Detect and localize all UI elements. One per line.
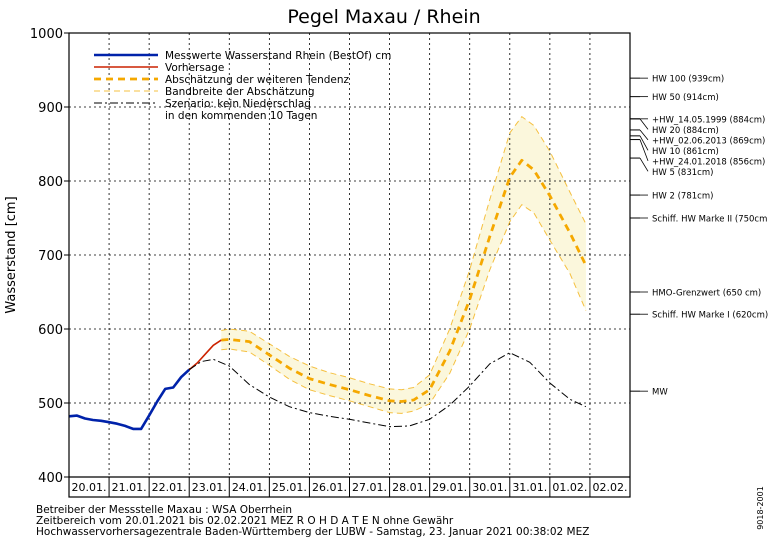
reference-label: Schiff. HW Marke II (750cm) <box>652 215 768 225</box>
y-tick-label: 1000 <box>30 27 63 42</box>
legend-label: in den kommenden 10 Tagen <box>165 110 317 122</box>
series-line-2 <box>221 158 588 403</box>
side-code: 9018-2001 <box>756 486 765 530</box>
legend-label: Bandbreite der Abschätzung <box>165 86 315 98</box>
y-axis-label: Wasserstand [cm] <box>4 196 19 313</box>
x-tick-label: 20.01. <box>72 481 107 494</box>
series-line-1 <box>188 339 222 371</box>
reference-label: HW 5 (831cm) <box>652 168 713 178</box>
series-line-4 <box>221 204 587 414</box>
reference-connector <box>639 139 649 161</box>
reference-label: HW 10 (861cm) <box>652 147 719 157</box>
footer-operator: Betreiber der Messstelle Maxau : WSA Obe… <box>36 504 292 516</box>
x-tick-label: 23.01. <box>192 481 227 494</box>
legend-label: Abschätzung der weiteren Tendenz <box>165 74 350 86</box>
x-tick-label: 31.01. <box>512 481 547 494</box>
y-tick-label: 900 <box>38 101 63 116</box>
reference-label: HW 2 (781cm) <box>652 192 713 202</box>
series-line-0 <box>68 368 191 431</box>
reference-label: Schiff. HW Marke I (620cm) <box>652 311 768 321</box>
legend-label: Vorhersage <box>165 62 224 74</box>
reference-label: MW <box>652 388 668 398</box>
legend-label: Szenario: kein Niederschlag <box>165 98 311 110</box>
legend-label: Messwerte Wasserstand Rhein (BestOf) cm <box>165 50 391 62</box>
reference-label: +HW_24.01.2018 (856cm) <box>652 157 765 167</box>
x-tick-label: 02.02. <box>592 481 627 494</box>
x-tick-label: 30.01. <box>472 481 507 494</box>
reference-connector <box>639 135 649 151</box>
band-fill <box>221 116 586 414</box>
x-tick-label: 01.02. <box>552 481 587 494</box>
x-tick-label: 26.01. <box>312 481 347 494</box>
footer-time-range: Zeitbereich vom 20.01.2021 bis 02.02.202… <box>36 515 454 527</box>
x-tick-label: 22.01. <box>152 481 187 494</box>
reference-label: +HW_02.06.2013 (869cm) <box>652 136 765 146</box>
reference-connector <box>639 118 649 130</box>
x-tick-label: 24.01. <box>232 481 267 494</box>
reference-levels: HW 100 (939cm) HW 50 (914cm) +HW_14.05.199… <box>630 75 768 398</box>
x-tick-label: 27.01. <box>352 481 387 494</box>
reference-label: HW 50 (914cm) <box>652 93 719 103</box>
legend: Messwerte Wasserstand Rhein (BestOf) cmV… <box>94 50 391 122</box>
reference-label: +HW_14.05.1999 (884cm) <box>652 115 765 125</box>
band-layer <box>221 116 586 414</box>
reference-label: HMO-Grenzwert (650 cm) <box>652 289 761 299</box>
y-tick-label: 500 <box>38 397 63 412</box>
reference-label: HW 100 (939cm) <box>652 75 724 85</box>
y-tick-label: 700 <box>38 249 63 264</box>
grid-layer <box>69 33 630 477</box>
y-tick-label: 800 <box>38 175 63 190</box>
footer-source: Hochwasservorhersagezentrale Baden-Württ… <box>36 526 589 538</box>
x-tick-label: 29.01. <box>432 481 467 494</box>
series-layer <box>68 116 588 431</box>
y-tick-label: 400 <box>38 471 63 486</box>
x-tick-label: 21.01. <box>112 481 147 494</box>
series-line-5 <box>188 352 587 428</box>
series-line-3 <box>221 116 587 391</box>
axes-layer: 20.01. 21.01. 22.01. 23.01. 24.01. 25.01. 26.0… <box>30 27 631 498</box>
chart-title: Pegel Maxau / Rhein <box>287 6 480 28</box>
reference-label: HW 20 (884cm) <box>652 126 719 136</box>
y-tick-label: 600 <box>38 323 63 338</box>
reference-connector <box>639 157 649 172</box>
x-tick-label: 28.01. <box>392 481 427 494</box>
x-tick-label: 25.01. <box>272 481 307 494</box>
reference-connector <box>639 129 649 141</box>
